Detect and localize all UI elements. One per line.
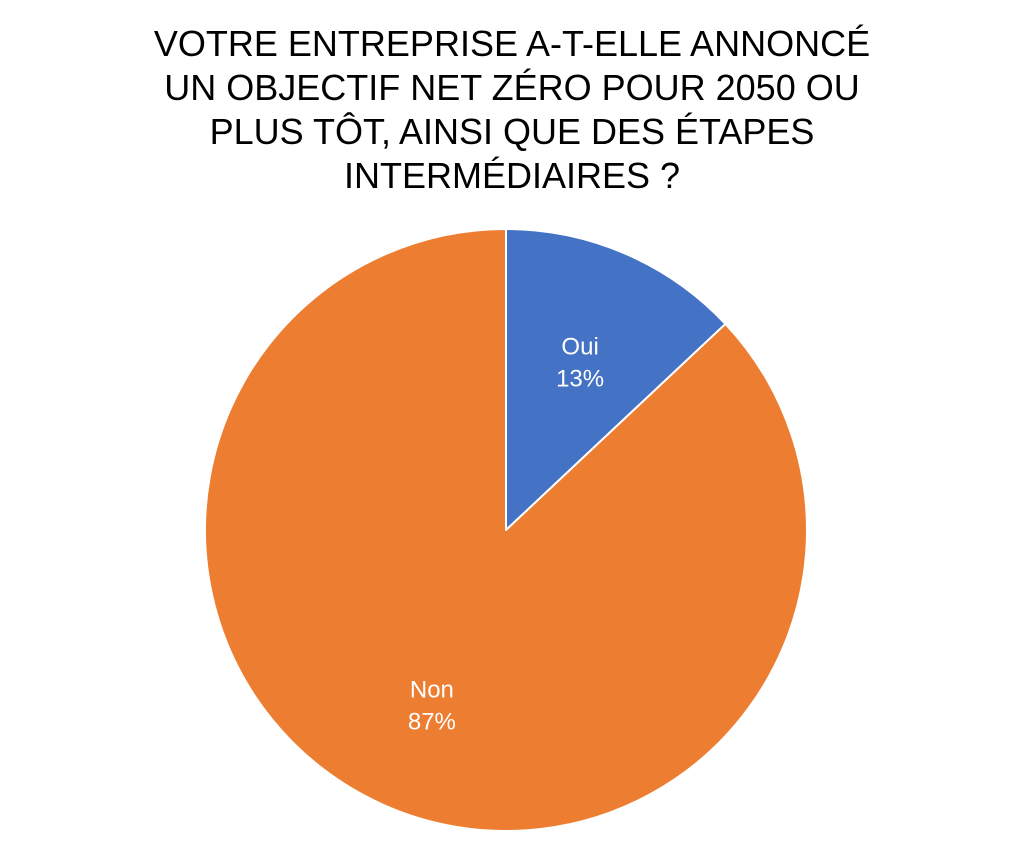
slice-percent-label: 87%: [408, 708, 456, 735]
chart-title-line: INTERMÉDIAIRES ?: [343, 155, 681, 196]
pie-slice-non: [204, 228, 808, 832]
pie-labels: Oui 13% Non 87%: [408, 334, 604, 736]
pie-slices: [204, 228, 808, 832]
chart-title-line: UN OBJECTIF NET ZÉRO POUR 2050 OU: [164, 67, 860, 108]
pie-slice-oui: [505, 228, 727, 531]
slice-percent-label: 13%: [556, 366, 604, 393]
chart-title-line: VOTRE ENTREPRISE A-T-ELLE ANNONCÉ: [153, 23, 871, 64]
slice-category-label: Non: [410, 676, 454, 703]
chart-title-line: PLUS TÔT, AINSI QUE DES ÉTAPES: [209, 111, 815, 152]
chart-title: VOTRE ENTREPRISE A-T-ELLE ANNONCÉ UN OBJ…: [0, 22, 1024, 198]
slice-category-label: Oui: [561, 334, 598, 361]
